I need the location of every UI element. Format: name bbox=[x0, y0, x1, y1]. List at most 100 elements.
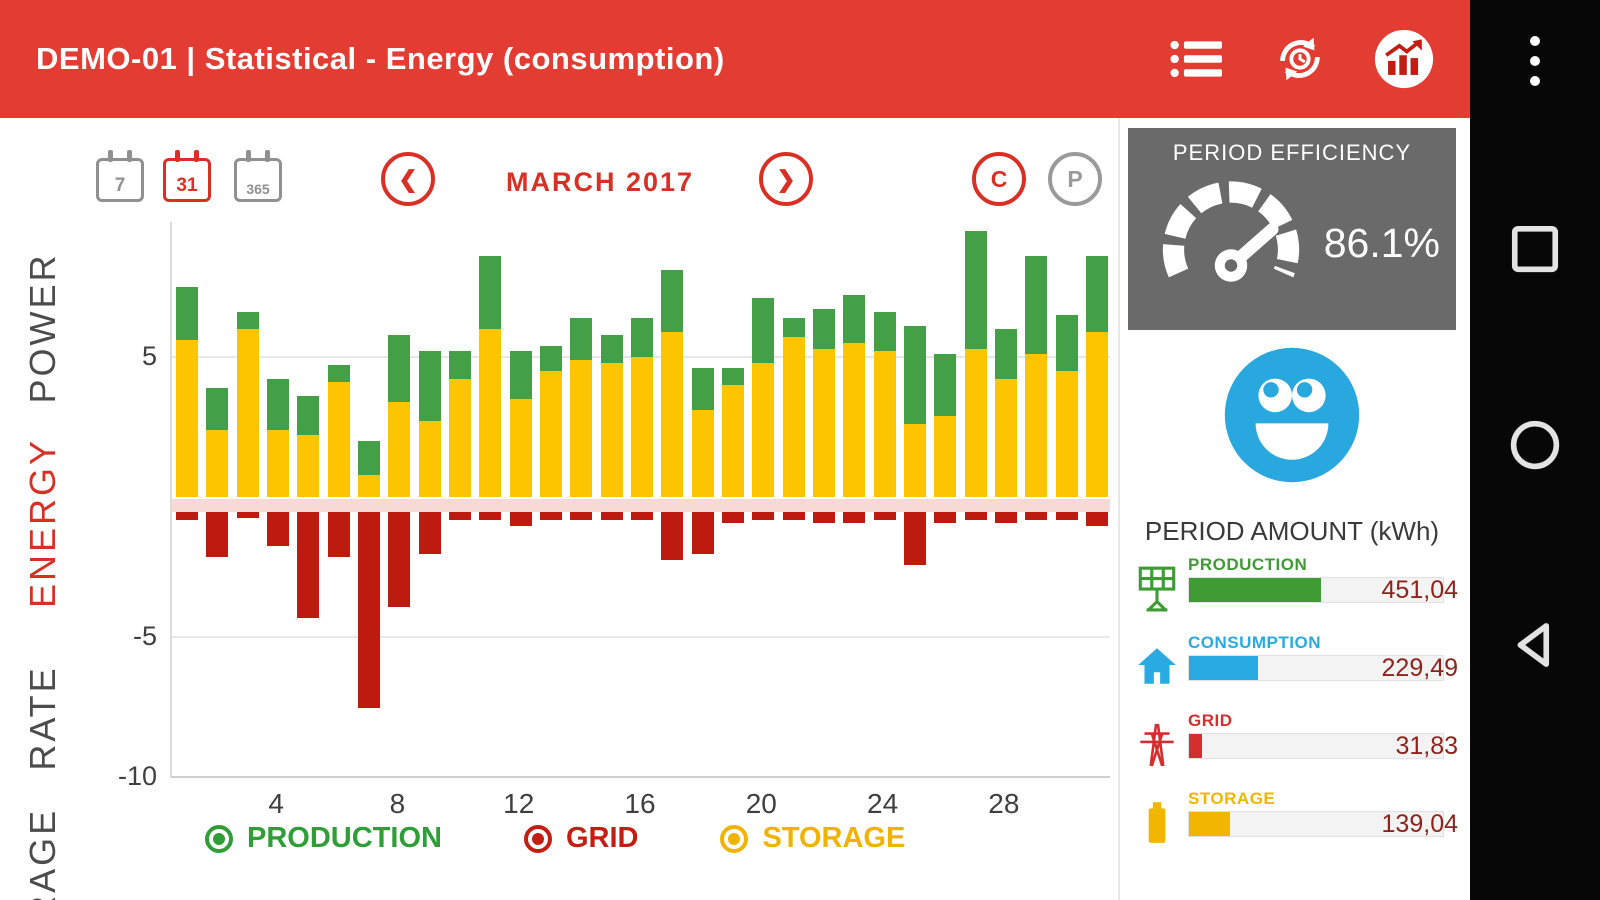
grid-bar-day-25[interactable] bbox=[903, 512, 926, 566]
grid-bar-day-3[interactable] bbox=[236, 512, 259, 518]
grid-bar-day-27[interactable] bbox=[964, 512, 987, 521]
range-month-button[interactable]: 31 bbox=[163, 150, 211, 202]
production-bar-day-21[interactable] bbox=[782, 317, 805, 338]
grid-bar-day-11[interactable] bbox=[479, 512, 502, 521]
production-bar-day-5[interactable] bbox=[297, 396, 320, 436]
storage-bar-day-27[interactable] bbox=[964, 348, 987, 497]
storage-bar-day-25[interactable] bbox=[903, 424, 926, 497]
legend-item-production[interactable]: PRODUCTION bbox=[205, 822, 442, 855]
grid-bar-day-26[interactable] bbox=[934, 512, 957, 524]
production-mode-button[interactable]: P bbox=[1048, 152, 1102, 206]
grid-bar-day-22[interactable] bbox=[812, 512, 835, 524]
grid-bar-day-31[interactable] bbox=[1085, 512, 1108, 526]
storage-bar-day-8[interactable] bbox=[388, 401, 411, 497]
production-bar-day-1[interactable] bbox=[176, 287, 199, 341]
production-bar-day-19[interactable] bbox=[721, 368, 744, 385]
home-icon[interactable] bbox=[1508, 418, 1562, 472]
storage-bar-day-5[interactable] bbox=[297, 435, 320, 497]
production-bar-day-25[interactable] bbox=[903, 326, 926, 425]
production-bar-day-23[interactable] bbox=[843, 295, 866, 343]
grid-bar-day-14[interactable] bbox=[570, 512, 593, 521]
sidebar-item-rate[interactable]: RATE bbox=[22, 665, 63, 771]
range-week-button[interactable]: 7 bbox=[96, 150, 144, 202]
production-bar-day-10[interactable] bbox=[449, 351, 472, 380]
production-bar-day-15[interactable] bbox=[600, 334, 623, 363]
production-bar-day-6[interactable] bbox=[327, 365, 350, 383]
grid-bar-day-1[interactable] bbox=[176, 512, 199, 521]
storage-bar-day-31[interactable] bbox=[1085, 331, 1108, 497]
sidebar-item-power[interactable]: POWER bbox=[22, 252, 63, 404]
grid-bar-day-13[interactable] bbox=[540, 512, 563, 521]
grid-bar-day-9[interactable] bbox=[418, 512, 441, 554]
production-bar-day-2[interactable] bbox=[206, 387, 229, 430]
storage-bar-day-3[interactable] bbox=[236, 329, 259, 497]
overflow-menu-icon[interactable] bbox=[1530, 36, 1540, 86]
grid-bar-day-28[interactable] bbox=[994, 512, 1017, 524]
storage-bar-day-1[interactable] bbox=[176, 340, 199, 497]
grid-bar-day-5[interactable] bbox=[297, 512, 320, 619]
grid-bar-day-7[interactable] bbox=[358, 512, 381, 708]
prev-period-button[interactable]: ❮ bbox=[381, 152, 435, 206]
production-bar-day-20[interactable] bbox=[752, 298, 775, 363]
storage-bar-day-22[interactable] bbox=[812, 348, 835, 497]
grid-bar-day-17[interactable] bbox=[661, 512, 684, 560]
production-bar-day-26[interactable] bbox=[934, 354, 957, 416]
grid-bar-day-16[interactable] bbox=[631, 512, 653, 521]
legend-item-grid[interactable]: GRID bbox=[523, 822, 638, 855]
storage-bar-day-17[interactable] bbox=[661, 331, 684, 497]
storage-bar-day-15[interactable] bbox=[600, 362, 623, 497]
storage-bar-day-7[interactable] bbox=[358, 474, 381, 497]
storage-bar-day-26[interactable] bbox=[934, 415, 957, 497]
grid-bar-day-29[interactable] bbox=[1025, 512, 1048, 521]
storage-bar-day-23[interactable] bbox=[843, 343, 866, 497]
production-bar-day-14[interactable] bbox=[570, 317, 593, 360]
production-bar-day-31[interactable] bbox=[1085, 256, 1108, 332]
grid-bar-day-23[interactable] bbox=[843, 512, 866, 524]
storage-bar-day-18[interactable] bbox=[691, 410, 714, 497]
storage-bar-day-29[interactable] bbox=[1025, 354, 1048, 497]
legend-item-storage[interactable]: STORAGE bbox=[720, 822, 905, 855]
sidebar-item-storage[interactable]: STORAGE bbox=[22, 808, 64, 900]
production-bar-day-12[interactable] bbox=[509, 351, 532, 399]
sidebar-item-energy[interactable]: ENERGY bbox=[22, 437, 63, 609]
storage-bar-day-9[interactable] bbox=[418, 421, 441, 497]
consumption-mode-button[interactable]: C bbox=[972, 152, 1026, 206]
range-year-button[interactable]: 365 bbox=[234, 150, 282, 202]
production-bar-day-17[interactable] bbox=[661, 270, 684, 332]
back-icon[interactable] bbox=[1508, 618, 1562, 672]
production-bar-day-9[interactable] bbox=[418, 351, 441, 422]
storage-bar-day-30[interactable] bbox=[1055, 371, 1078, 497]
grid-bar-day-6[interactable] bbox=[327, 512, 350, 557]
grid-bar-day-30[interactable] bbox=[1055, 512, 1078, 521]
production-bar-day-13[interactable] bbox=[540, 345, 563, 371]
storage-bar-day-16[interactable] bbox=[631, 357, 653, 497]
production-bar-day-4[interactable] bbox=[267, 379, 290, 430]
storage-bar-day-20[interactable] bbox=[752, 362, 775, 497]
grid-bar-day-12[interactable] bbox=[509, 512, 532, 526]
storage-bar-day-19[interactable] bbox=[721, 385, 744, 497]
production-bar-day-27[interactable] bbox=[964, 231, 987, 349]
storage-bar-day-10[interactable] bbox=[449, 379, 472, 497]
next-period-button[interactable]: ❯ bbox=[759, 152, 813, 206]
app-logo-icon[interactable] bbox=[1374, 29, 1434, 89]
recents-icon[interactable] bbox=[1508, 222, 1562, 276]
production-bar-day-3[interactable] bbox=[236, 312, 259, 329]
production-bar-day-28[interactable] bbox=[994, 329, 1017, 380]
grid-bar-day-15[interactable] bbox=[600, 512, 623, 521]
sync-clock-icon[interactable] bbox=[1270, 29, 1330, 89]
production-bar-day-29[interactable] bbox=[1025, 256, 1048, 355]
grid-bar-day-2[interactable] bbox=[206, 512, 229, 557]
grid-bar-day-21[interactable] bbox=[782, 512, 805, 521]
production-bar-day-7[interactable] bbox=[358, 441, 381, 475]
grid-bar-day-8[interactable] bbox=[388, 512, 411, 608]
production-bar-day-22[interactable] bbox=[812, 309, 835, 349]
production-bar-day-30[interactable] bbox=[1055, 315, 1078, 371]
storage-bar-day-21[interactable] bbox=[782, 337, 805, 497]
storage-bar-day-28[interactable] bbox=[994, 379, 1017, 497]
production-bar-day-18[interactable] bbox=[691, 368, 714, 411]
grid-bar-day-18[interactable] bbox=[691, 512, 714, 554]
storage-bar-day-14[interactable] bbox=[570, 359, 593, 497]
storage-bar-day-2[interactable] bbox=[206, 429, 229, 497]
production-bar-day-24[interactable] bbox=[873, 312, 896, 352]
grid-bar-day-24[interactable] bbox=[873, 512, 896, 521]
